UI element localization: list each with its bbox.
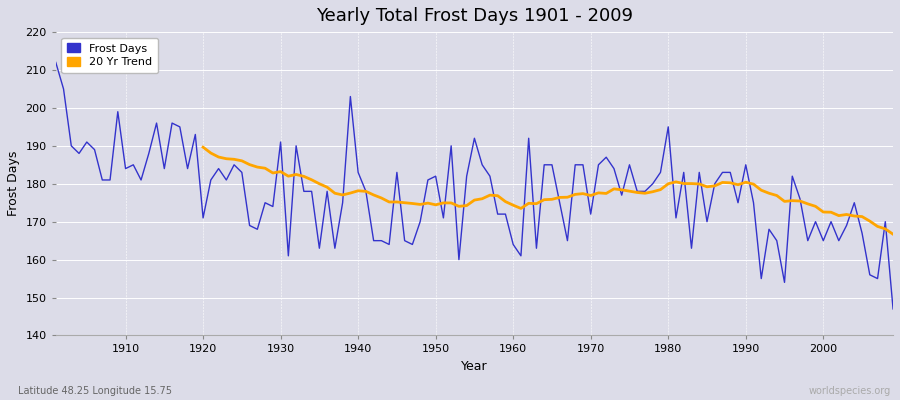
Frost Days: [887, 306, 898, 311]
X-axis label: Year: Year: [461, 360, 488, 373]
Y-axis label: Frost Days: Frost Days: [7, 151, 20, 216]
Frost Days: [283, 254, 293, 258]
Legend: Frost Days, 20 Yr Trend: Frost Days, 20 Yr Trend: [61, 38, 158, 73]
Frost Days: [329, 246, 340, 251]
Title: Yearly Total Frost Days 1901 - 2009: Yearly Total Frost Days 1901 - 2009: [316, 7, 633, 25]
Frost Days: [50, 60, 61, 65]
20 Yr Trend: [887, 232, 898, 237]
Text: Latitude 48.25 Longitude 15.75: Latitude 48.25 Longitude 15.75: [18, 386, 172, 396]
Line: 20 Yr Trend: 20 Yr Trend: [203, 147, 893, 234]
Line: Frost Days: Frost Days: [56, 62, 893, 309]
Text: worldspecies.org: worldspecies.org: [809, 386, 891, 396]
20 Yr Trend: [283, 174, 293, 178]
20 Yr Trend: [601, 191, 612, 196]
Frost Days: [112, 109, 123, 114]
20 Yr Trend: [508, 203, 518, 208]
20 Yr Trend: [500, 199, 511, 204]
Frost Days: [500, 212, 511, 216]
Frost Days: [508, 242, 518, 247]
20 Yr Trend: [329, 191, 340, 196]
Frost Days: [601, 155, 612, 160]
